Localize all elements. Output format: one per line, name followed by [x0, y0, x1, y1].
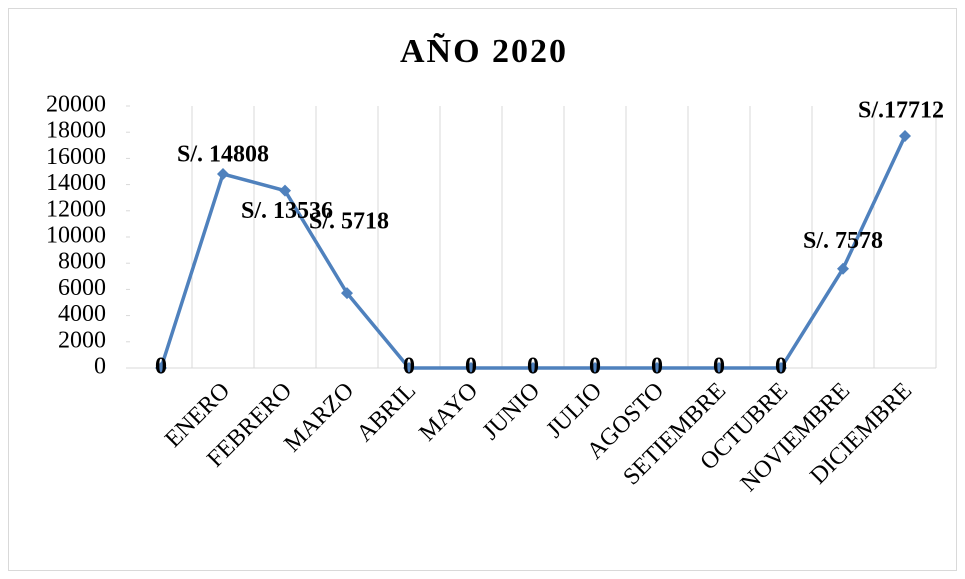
marker: [713, 362, 725, 374]
marker: [589, 362, 601, 374]
data-label: 0: [589, 354, 601, 380]
y-tick-label: 0: [94, 354, 106, 380]
y-tick-label: 12000: [46, 196, 106, 222]
marker: [899, 129, 911, 142]
marker: [651, 362, 663, 374]
y-tick-label: 6000: [58, 275, 106, 301]
marker: [217, 168, 229, 181]
marker: [527, 362, 539, 374]
data-label: S/.17712: [858, 97, 944, 123]
data-label: 0: [651, 354, 663, 380]
y-tick-label: 2000: [58, 327, 106, 353]
data-label: S/. 14808: [177, 142, 269, 168]
marker: [403, 362, 415, 374]
data-label: S/. 7578: [803, 228, 883, 254]
y-tick-label: 8000: [58, 249, 106, 275]
data-label: 0: [465, 354, 477, 380]
marker: [279, 184, 291, 197]
y-tick-label: 20000: [46, 92, 106, 118]
data-label: 0: [155, 354, 167, 380]
data-label: 0: [527, 354, 539, 380]
y-tick-label: 18000: [46, 118, 106, 144]
chart-border: [8, 8, 957, 571]
y-tick-label: 4000: [58, 301, 106, 327]
chart-title: AÑO 2020: [400, 33, 568, 70]
data-label: 0: [713, 354, 725, 380]
y-tick-label: 16000: [46, 144, 106, 170]
marker: [775, 362, 787, 374]
marker: [341, 287, 353, 300]
marker: [837, 262, 849, 275]
data-label: S/. 5718: [309, 209, 389, 235]
marker: [465, 362, 477, 374]
marker: [155, 362, 167, 374]
data-label: S/. 13536: [241, 198, 333, 224]
data-label: 0: [775, 354, 787, 380]
y-tick-label: 14000: [46, 170, 106, 196]
y-tick-label: 10000: [46, 223, 106, 249]
data-label: 0: [403, 354, 415, 380]
